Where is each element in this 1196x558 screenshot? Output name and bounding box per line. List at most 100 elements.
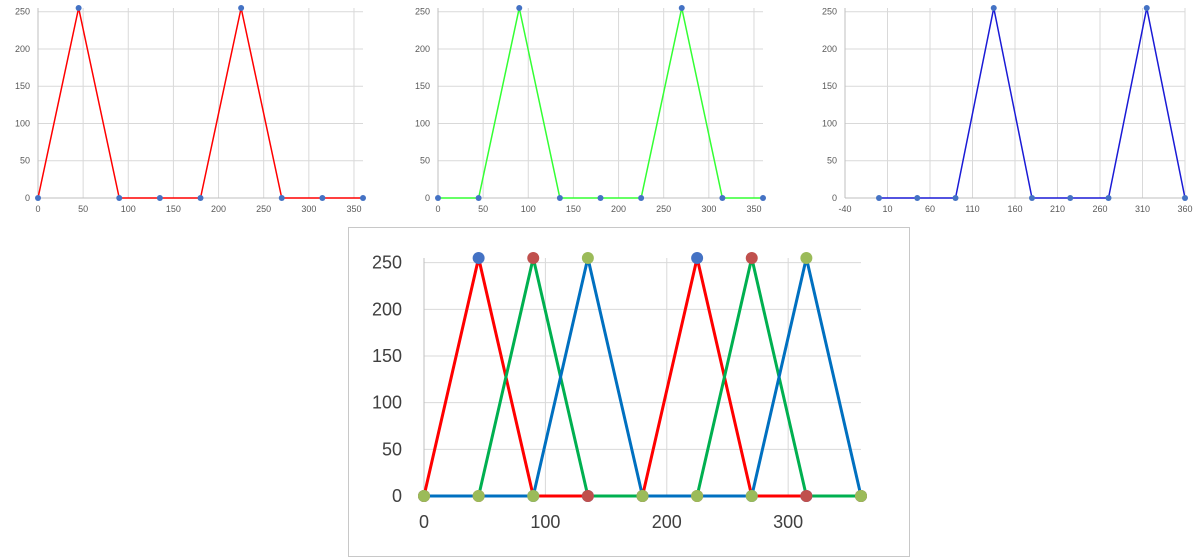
data-point — [1143, 5, 1150, 11]
data-point — [319, 195, 326, 201]
x-tick-label: 360 — [1177, 204, 1192, 214]
data-point — [855, 490, 867, 502]
x-tick-label: 300 — [701, 204, 716, 214]
data-point — [278, 195, 285, 201]
data-point — [472, 252, 485, 264]
y-tick-label: 0 — [392, 486, 402, 506]
data-point — [1067, 195, 1074, 201]
x-tick-label: 250 — [656, 204, 671, 214]
data-point — [1029, 195, 1035, 201]
x-tick-label: 110 — [965, 204, 979, 214]
y-tick-label: 0 — [832, 193, 837, 203]
y-tick-label: 200 — [415, 44, 430, 54]
x-tick-label: 60 — [925, 204, 935, 214]
x-tick-label: 100 — [530, 512, 560, 532]
y-tick-label: 250 — [822, 7, 837, 17]
y-tick-label: 250 — [372, 253, 402, 273]
y-tick-label: 50 — [827, 156, 837, 166]
data-point — [638, 195, 645, 201]
x-tick-label: 200 — [211, 204, 226, 214]
x-tick-label: 50 — [478, 204, 488, 214]
data-point — [952, 195, 959, 201]
y-tick-label: 50 — [382, 439, 402, 459]
data-point — [914, 195, 921, 201]
x-tick-label: 260 — [1092, 204, 1107, 214]
x-tick-label: 350 — [346, 204, 361, 214]
data-point — [418, 490, 430, 502]
x-tick-label: 150 — [566, 204, 581, 214]
data-point — [745, 252, 758, 264]
data-point — [719, 195, 726, 201]
data-point — [516, 5, 523, 11]
data-point — [472, 490, 485, 502]
data-point — [1182, 195, 1188, 201]
chart-frame — [348, 227, 910, 557]
data-point — [527, 252, 540, 264]
data-point — [556, 195, 563, 201]
blue-channel-chart: -40 10 60 110 160 210 260 310 360 0 50 100 150 200 250 — [822, 5, 1193, 214]
data-point — [116, 195, 123, 201]
x-tick-label: 100 — [121, 204, 136, 214]
x-tick-label: 300 — [301, 204, 316, 214]
x-tick-label: 0 — [35, 204, 40, 214]
data-point — [156, 195, 163, 201]
data-point — [435, 195, 441, 201]
data-point — [75, 5, 82, 11]
data-point — [581, 252, 594, 264]
red-channel-chart: 0 50 100 150 200 250 300 350 0 50 100 150 200 250 — [15, 5, 366, 214]
x-tick-label: 310 — [1135, 204, 1150, 214]
y-tick-label: 150 — [822, 81, 837, 91]
x-tick-label: 250 — [256, 204, 271, 214]
data-point — [636, 490, 649, 502]
y-tick-label: 50 — [20, 156, 30, 166]
data-point — [35, 195, 41, 201]
data-point — [800, 252, 813, 264]
data-point — [745, 490, 758, 502]
x-tick-label: 200 — [611, 204, 626, 214]
y-tick-label: 150 — [15, 81, 30, 91]
x-tick-label: 160 — [1007, 204, 1022, 214]
x-tick-label: 10 — [882, 204, 892, 214]
data-point — [527, 490, 540, 502]
x-tick-label: 50 — [78, 204, 88, 214]
green-channel-chart: 0 50 100 150 200 250 300 350 0 50 100 150 200 250 — [415, 5, 766, 214]
data-point — [876, 195, 882, 201]
x-tick-label: 300 — [773, 512, 803, 532]
y-tick-label: 250 — [15, 7, 30, 17]
data-point — [990, 5, 997, 11]
data-point — [1105, 195, 1112, 201]
y-tick-label: 100 — [372, 393, 402, 413]
x-tick-label: 0 — [419, 512, 429, 532]
y-tick-label: 200 — [822, 44, 837, 54]
x-tick-label: 210 — [1050, 204, 1065, 214]
x-tick-label: 0 — [435, 204, 440, 214]
data-point — [360, 195, 366, 201]
x-tick-label: 150 — [166, 204, 181, 214]
combined-rgb-chart: 0 100 200 300 0 50 100 150 200 250 — [348, 227, 910, 557]
y-tick-label: 100 — [822, 118, 837, 128]
y-tick-label: 250 — [415, 7, 430, 17]
series-line-1 — [879, 7, 1186, 199]
data-point — [760, 195, 766, 201]
y-tick-label: 0 — [425, 193, 430, 203]
data-point — [678, 5, 685, 11]
y-tick-label: 200 — [372, 299, 402, 319]
data-point — [581, 490, 594, 502]
data-point — [691, 490, 704, 502]
data-point — [691, 252, 704, 264]
data-point — [197, 195, 204, 201]
y-tick-label: 100 — [415, 118, 430, 128]
data-point — [597, 195, 604, 201]
y-tick-label: 0 — [25, 193, 30, 203]
y-tick-label: 50 — [420, 156, 430, 166]
x-tick-label: 100 — [521, 204, 536, 214]
y-tick-label: 150 — [415, 81, 430, 91]
x-tick-label: -40 — [838, 204, 851, 214]
y-tick-label: 150 — [372, 346, 402, 366]
series-line-1 — [37, 7, 363, 199]
x-tick-label: 350 — [746, 204, 761, 214]
series-line-1 — [438, 7, 763, 199]
y-tick-label: 200 — [15, 44, 30, 54]
data-point — [800, 490, 813, 502]
x-tick-label: 200 — [652, 512, 682, 532]
